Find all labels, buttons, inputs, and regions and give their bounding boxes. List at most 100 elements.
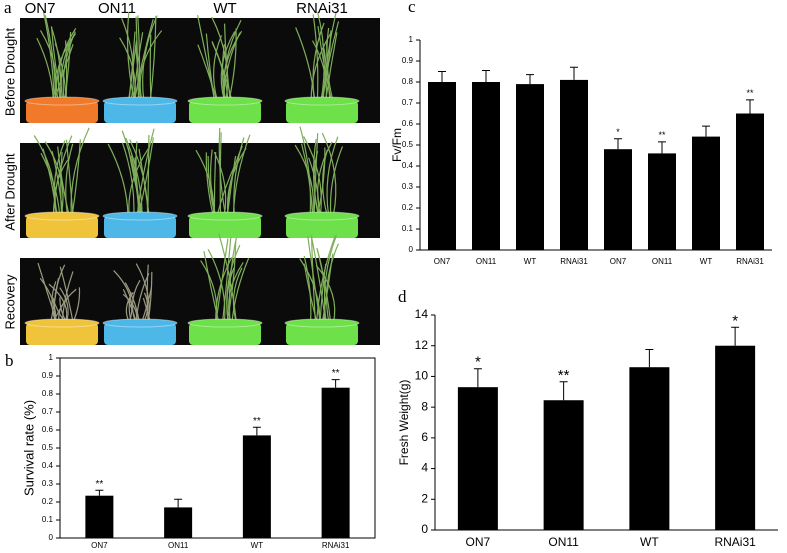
seedling [215, 256, 233, 324]
bucket [189, 101, 261, 123]
seedling [42, 11, 55, 102]
bar [164, 507, 193, 538]
bucket-rim [187, 211, 263, 221]
x-tick-label: ON7 [434, 257, 451, 266]
error-bar [331, 379, 340, 388]
y-tick-label: 12 [415, 338, 429, 352]
photo-panel [20, 11, 380, 345]
significance-mark: ** [746, 88, 754, 98]
y-tick-label: 0 [421, 522, 428, 536]
x-tick-label: WT [524, 257, 537, 266]
seedling [70, 127, 90, 217]
seedling [312, 40, 327, 102]
error-bar [658, 141, 666, 154]
bar [560, 79, 588, 251]
seedling [129, 139, 149, 217]
bucket-rim [102, 96, 178, 106]
seedling [312, 14, 319, 102]
x-tick-label: RNAi31 [714, 535, 756, 549]
y-tick-label: 0.9 [402, 56, 414, 65]
y-tick-label: 0.1 [42, 515, 54, 524]
seedling [121, 142, 135, 217]
y-tick-label: 0 [49, 533, 54, 542]
seedling [51, 151, 64, 217]
error-bar [95, 489, 104, 496]
seedling [65, 139, 74, 217]
y-tick-label: 0.5 [42, 443, 54, 452]
seedling [213, 35, 223, 102]
panel-label: d [398, 287, 407, 306]
row-label: Before Drought [2, 28, 17, 117]
bar [321, 387, 350, 538]
y-tick-label: 0.2 [402, 203, 414, 212]
bucket [26, 216, 98, 238]
significance-mark: * [732, 312, 738, 329]
error-bar [526, 74, 534, 85]
error-bar [174, 498, 183, 508]
y-tick-label: 4 [421, 461, 428, 475]
seedling [303, 255, 312, 324]
seedling [52, 135, 73, 217]
bucket-rim [102, 318, 178, 328]
y-tick-label: 0.2 [42, 497, 54, 506]
bucket [189, 323, 261, 345]
bucket [104, 101, 176, 123]
column-label: RNAi31 [296, 0, 348, 17]
x-tick-label: ON11 [168, 541, 189, 550]
seedling [107, 143, 129, 217]
error-bar [731, 326, 740, 346]
seedling [321, 132, 337, 217]
error-bar [614, 138, 622, 150]
bucket-rim [284, 211, 360, 221]
bucket [189, 216, 261, 238]
y-tick-label: 0.3 [42, 479, 54, 488]
seedling [326, 39, 331, 102]
y-axis-title: Fv/Fm [390, 128, 404, 162]
seedling [121, 18, 135, 102]
bucket [104, 323, 176, 345]
seedling [205, 152, 214, 217]
y-tick-label: 14 [415, 307, 429, 321]
seedling [317, 12, 325, 102]
seedling [147, 271, 153, 324]
bar [648, 153, 676, 250]
error-bar [473, 368, 482, 388]
seedling [325, 243, 339, 324]
seedling [149, 15, 157, 102]
seedling [316, 247, 332, 324]
seedling [294, 144, 314, 217]
seedling [57, 27, 77, 102]
bucket [26, 323, 98, 345]
significance-mark: * [616, 127, 620, 137]
significance-mark: ** [558, 367, 570, 384]
error-bar [559, 381, 568, 401]
seedling [221, 237, 232, 324]
seedling [142, 15, 158, 102]
seedling [44, 14, 57, 102]
error-bar [746, 99, 754, 114]
bar [242, 435, 271, 538]
y-tick-label: 0.8 [402, 77, 414, 86]
y-tick-label: 0.9 [42, 371, 54, 380]
x-tick-label: ON7 [91, 541, 108, 550]
seedling [132, 32, 144, 102]
y-tick-label: 0.5 [402, 140, 414, 149]
bar [604, 149, 632, 250]
bar [629, 367, 670, 530]
bar [692, 136, 720, 250]
column-label: WT [213, 0, 236, 17]
seedling [65, 143, 74, 217]
column-label: ON7 [25, 0, 56, 17]
x-tick-label: ON7 [466, 535, 491, 549]
y-tick-label: 0.6 [42, 425, 54, 434]
bucket-rim [187, 318, 263, 328]
seedling [316, 235, 336, 324]
seedling [303, 136, 322, 217]
seedling [137, 137, 154, 217]
x-tick-label: ON7 [610, 257, 627, 266]
seedling [308, 157, 320, 217]
bar [543, 400, 584, 530]
seedling [135, 16, 140, 102]
seedling [300, 143, 314, 217]
seedling [312, 138, 319, 217]
